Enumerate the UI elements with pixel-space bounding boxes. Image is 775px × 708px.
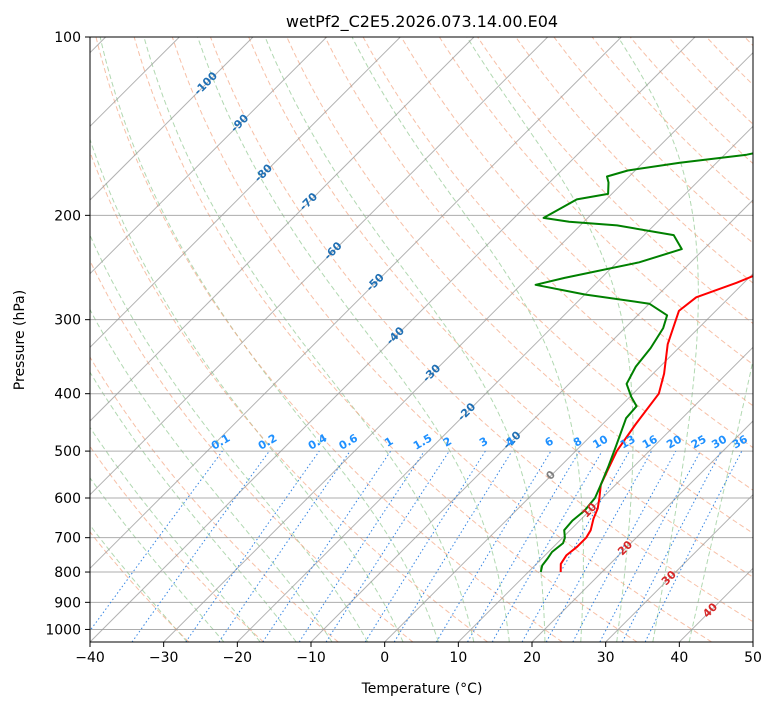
- dry-adiabat: [591, 37, 753, 204]
- isotherm-line: [605, 493, 753, 642]
- sounding-series: [534, 152, 753, 573]
- y-tick-label: 900: [54, 595, 81, 611]
- x-tick-label: 10: [449, 650, 467, 666]
- dry-adiabats: [90, 37, 753, 642]
- dry-adiabat: [248, 37, 753, 578]
- y-axis-label: Pressure (hPa): [12, 290, 28, 390]
- moist-adiabat: [264, 37, 546, 642]
- mixing-ratio-lines: [90, 450, 743, 642]
- isotherm-line: [90, 37, 401, 349]
- dry-adiabat: [133, 37, 638, 642]
- y-tick-label: 1000: [45, 622, 81, 638]
- dry-adiabat: [90, 259, 414, 642]
- moist-adiabat: [99, 37, 439, 642]
- x-axis-label: Temperature (°C): [361, 681, 483, 697]
- x-tick-label: 30: [597, 650, 615, 666]
- mixing-ratio-line: [325, 450, 450, 642]
- x-tick-label: −30: [149, 650, 179, 666]
- dewpoint-profile-line: [534, 152, 753, 573]
- moist-adiabat: [90, 234, 369, 642]
- dry-adiabat: [400, 37, 753, 407]
- dry-adiabat: [90, 356, 339, 642]
- mixing-ratio-line: [218, 450, 351, 642]
- dry-adiabat: [324, 37, 753, 491]
- moist-adiabat: [90, 426, 261, 642]
- y-tick-label: 500: [54, 444, 81, 460]
- mixing-ratio-line: [572, 450, 677, 642]
- isotherm-line: [90, 37, 549, 496]
- isotherm-line: [90, 37, 475, 422]
- isotherm-line: [457, 346, 753, 642]
- dry-adiabat: [210, 37, 753, 623]
- y-tick-label: 100: [54, 30, 81, 46]
- dry-adiabat: [95, 37, 563, 642]
- mixing-ratio-line: [262, 450, 392, 642]
- pressure-gridlines: [90, 37, 753, 630]
- mixing-ratio-line: [90, 450, 223, 632]
- mixing-ratio-line: [521, 450, 630, 642]
- mixing-ratio-line: [131, 450, 270, 642]
- dry-adiabat: [286, 37, 753, 534]
- moist-adiabat: [90, 477, 225, 642]
- x-tick-label: 40: [670, 650, 688, 666]
- dry-adiabat: [90, 150, 488, 642]
- dry-adiabat: [171, 37, 712, 642]
- mixing-ratio-line: [644, 450, 743, 642]
- x-tick-label: −40: [75, 650, 105, 666]
- y-tick-label: 700: [54, 531, 81, 547]
- dry-adiabat: [90, 531, 190, 642]
- y-tick-label: 400: [54, 387, 81, 403]
- dry-adiabat: [477, 37, 753, 325]
- moist-adiabat: [688, 357, 753, 642]
- mixing-ratio-line: [298, 450, 425, 642]
- x-axis-ticks: −40 −30 −20 −10 0 10 20 30 40 50: [75, 642, 762, 666]
- isotherms: [90, 37, 753, 642]
- x-tick-label: 50: [744, 650, 762, 666]
- temperature-profile-line: [559, 274, 753, 573]
- isotherm-line: [236, 125, 753, 642]
- isotherm-line: [531, 420, 753, 642]
- isotherm-line: [90, 37, 254, 201]
- isotherm-line: [90, 37, 622, 570]
- isotherm-line: [90, 37, 328, 275]
- y-tick-label: 300: [54, 313, 81, 329]
- moist-adiabat: [617, 37, 699, 642]
- y-axis-ticks: 100 200 300 400 500 600 700 800 900 1000: [45, 30, 90, 638]
- isotherm-line: [90, 37, 696, 642]
- y-tick-label: 600: [54, 491, 81, 507]
- moist-adiabat: [197, 37, 510, 642]
- isotherm-line: [384, 272, 753, 642]
- mixing-ratio-line: [393, 450, 513, 642]
- x-tick-label: −20: [223, 650, 253, 666]
- moist-adiabat: [90, 371, 297, 642]
- isotherm-line: [163, 51, 753, 642]
- plot-frame: [89, 36, 754, 643]
- dry-adiabat: [438, 37, 753, 366]
- mixing-ratio-line: [185, 450, 320, 642]
- chart-title: wetPf2_C2E5.2026.073.14.00.E04: [286, 12, 558, 32]
- y-tick-label: 800: [54, 565, 81, 581]
- x-tick-label: −10: [296, 650, 326, 666]
- isotherm-line: [310, 199, 753, 642]
- moist-adiabat: [90, 137, 404, 642]
- mixing-ratio-line: [545, 450, 653, 642]
- moist-adiabat: [143, 37, 475, 642]
- x-tick-label: 20: [523, 650, 541, 666]
- x-tick-label: 0: [380, 650, 389, 666]
- y-tick-label: 200: [54, 208, 81, 224]
- moist-adiabat: [90, 308, 333, 642]
- moist-adiabat: [351, 37, 584, 642]
- moist-adiabats: [90, 37, 753, 642]
- dry-adiabat: [553, 37, 753, 244]
